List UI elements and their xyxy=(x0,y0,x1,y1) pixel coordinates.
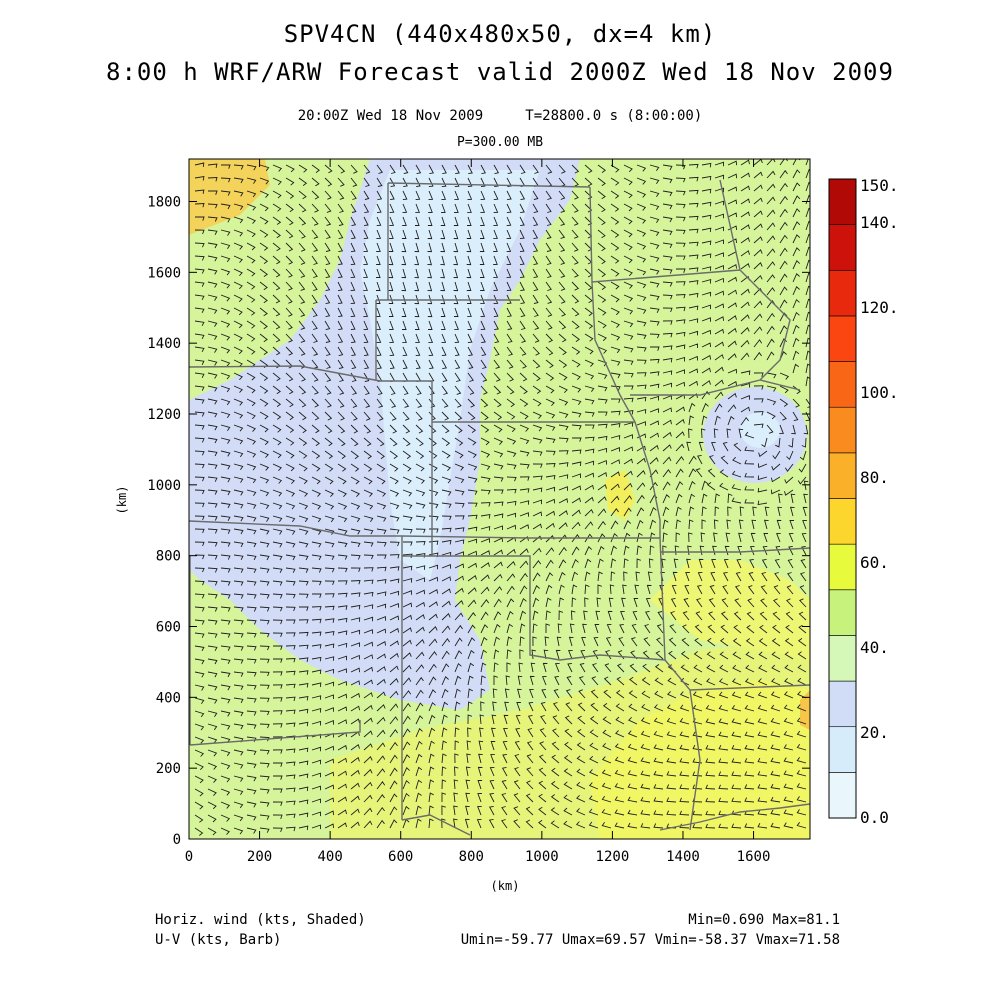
x-axis-label: (km) xyxy=(491,879,520,893)
x-tick-label: 600 xyxy=(388,849,413,865)
y-tick-label: 200 xyxy=(156,761,181,777)
y-tick-label: 1600 xyxy=(147,265,181,281)
shaded-field-label: Horiz. wind (kts, Shaded) xyxy=(155,912,366,928)
colorbar-swatch xyxy=(828,772,857,819)
min-max-readout: Min=0.690 Max=81.1 xyxy=(688,912,840,928)
wind-barbs xyxy=(194,159,810,836)
x-tick-label: 200 xyxy=(247,849,272,865)
plot-frame xyxy=(188,158,811,840)
y-tick-label: 0 xyxy=(173,832,181,848)
x-tick-label: 0 xyxy=(185,849,193,865)
y-tick-label: 1800 xyxy=(147,195,181,211)
x-tick-label: 1400 xyxy=(666,849,700,865)
colorbar-swatch xyxy=(828,498,857,545)
y-tick-label: 400 xyxy=(156,690,181,706)
x-tick-label: 1000 xyxy=(525,849,559,865)
colorbar-swatch xyxy=(828,726,857,773)
shade-70-80kt-edge xyxy=(800,690,810,730)
colorbar-label: 0.0 xyxy=(860,808,889,827)
y-tick-label: 1000 xyxy=(147,478,181,494)
y-tick-label: 1200 xyxy=(147,407,181,423)
colorbar-swatch xyxy=(828,224,857,271)
colorbar-frame xyxy=(828,178,857,819)
time-info: 20:00Z Wed 18 Nov 2009 T=28800.0 s (8:00… xyxy=(0,108,1000,124)
shade-50-60kt-east xyxy=(650,560,810,660)
x-tick-label: 800 xyxy=(459,849,484,865)
colorbar-label: 20. xyxy=(860,723,889,742)
colorbar-swatch xyxy=(828,543,857,591)
y-tick-label: 800 xyxy=(156,549,181,565)
colorbar-swatch xyxy=(828,361,857,408)
barb-field-label: U-V (kts, Barb) xyxy=(155,932,282,948)
wind-speed-shading xyxy=(189,159,810,839)
colorbar-label: 100. xyxy=(860,383,899,402)
colorbar-label: 40. xyxy=(860,638,889,657)
valid-time: 20:00Z Wed 18 Nov 2009 xyxy=(297,108,484,124)
axis-ticks: 0 200 400 600 800 1000 1200 1400 1600 0 200 400 600 8… xyxy=(147,159,810,865)
colorbar-swatch xyxy=(828,406,857,454)
colorbar-label: 120. xyxy=(860,298,899,317)
pressure-level: P=300.00 MB xyxy=(456,135,544,150)
colorbar-swatch xyxy=(828,178,857,225)
colorbar-swatch xyxy=(828,269,857,317)
x-tick-label: 1600 xyxy=(737,849,771,865)
shade-max-core xyxy=(605,470,635,520)
colorbar-label: 150. xyxy=(860,176,899,195)
shade-low-center xyxy=(740,412,780,448)
y-axis-label: (km) xyxy=(115,486,129,515)
colorbar-label: 80. xyxy=(860,468,889,487)
colorbar-swatch xyxy=(828,680,857,728)
colorbar: 0.0 20. 40. 60. 80. 100. 120. 140. 150. xyxy=(828,176,899,827)
x-tick-label: 400 xyxy=(317,849,342,865)
plot-title: SPV4CN (440x480x50, dx=4 km) xyxy=(283,20,717,48)
y-tick-label: 1400 xyxy=(147,336,181,352)
x-tick-label: 1200 xyxy=(596,849,630,865)
uv-stats-readout: Umin=-59.77 Umax=69.57 Vmin=-58.37 Vmax=… xyxy=(460,932,840,948)
colorbar-swatch xyxy=(828,315,857,362)
model-time: T=28800.0 s (8:00:00) xyxy=(525,108,703,124)
forecast-subtitle: 8:00 h WRF/ARW Forecast valid 2000Z Wed … xyxy=(106,58,894,86)
y-tick-label: 600 xyxy=(156,620,181,636)
state-boundaries xyxy=(189,179,810,836)
barb-glyphs xyxy=(194,159,810,836)
colorbar-label: 140. xyxy=(860,213,899,232)
colorbar-label: 60. xyxy=(860,553,889,572)
colorbar-swatch xyxy=(828,452,857,499)
colorbar-swatch xyxy=(828,635,857,682)
colorbar-swatch xyxy=(828,589,857,636)
